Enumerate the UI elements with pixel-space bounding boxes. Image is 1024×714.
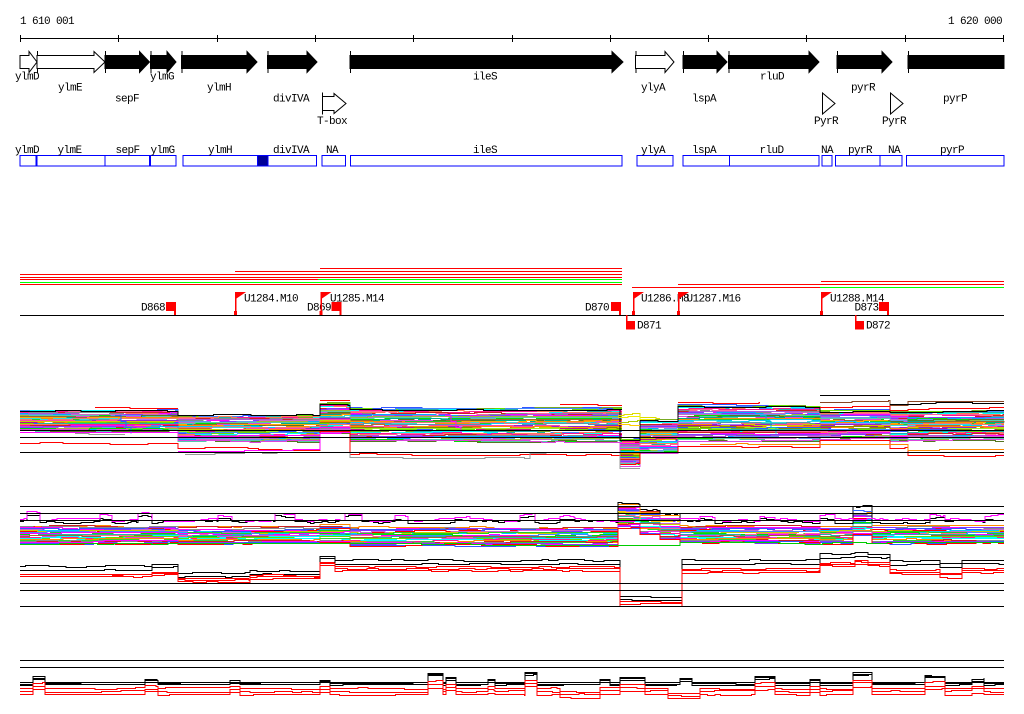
- svg-text:ylmG: ylmG: [151, 145, 175, 157]
- svg-text:lspA: lspA: [692, 94, 717, 106]
- svg-text:divIVA: divIVA: [273, 94, 310, 106]
- svg-text:D872: D872: [866, 321, 890, 333]
- svg-text:NA: NA: [888, 145, 901, 157]
- svg-text:ylmH: ylmH: [207, 83, 231, 95]
- svg-text:pyrR: pyrR: [848, 145, 873, 157]
- svg-text:U1285.M14: U1285.M14: [330, 294, 385, 306]
- svg-text:ylmG: ylmG: [150, 72, 174, 84]
- svg-text:ylyA: ylyA: [641, 83, 666, 95]
- svg-text:rluD: rluD: [760, 145, 785, 157]
- svg-text:ylmE: ylmE: [58, 83, 83, 95]
- svg-text:T-box: T-box: [317, 116, 348, 128]
- svg-text:divIVA: divIVA: [273, 145, 310, 157]
- svg-text:PyrR: PyrR: [882, 116, 907, 128]
- svg-text:ylmD: ylmD: [15, 72, 40, 84]
- svg-text:lspA: lspA: [692, 145, 717, 157]
- svg-text:pyrP: pyrP: [943, 94, 968, 106]
- svg-text:D870: D870: [585, 303, 609, 315]
- svg-text:U1287.M16: U1287.M16: [687, 294, 741, 306]
- svg-text:ylyA: ylyA: [641, 145, 666, 157]
- svg-text:NA: NA: [821, 145, 834, 157]
- svg-text:rluD: rluD: [760, 72, 785, 84]
- svg-text:D868: D868: [141, 303, 165, 315]
- svg-text:D871: D871: [637, 321, 662, 333]
- svg-text:D873: D873: [855, 303, 879, 315]
- svg-text:NA: NA: [326, 145, 339, 157]
- svg-text:U1288.M14: U1288.M14: [830, 294, 885, 306]
- svg-text:U1286.M8: U1286.M8: [641, 294, 689, 306]
- svg-text:ileS: ileS: [473, 72, 498, 84]
- svg-text:ylmH: ylmH: [208, 145, 232, 157]
- svg-text:ileS: ileS: [473, 145, 498, 157]
- svg-text:sepF: sepF: [116, 145, 140, 157]
- svg-text:1 610 001: 1 610 001: [20, 16, 75, 28]
- svg-text:ylmE: ylmE: [58, 145, 83, 157]
- svg-text:pyrP: pyrP: [940, 145, 965, 157]
- svg-text:pyrR: pyrR: [851, 83, 876, 95]
- svg-text:PyrR: PyrR: [814, 116, 839, 128]
- svg-text:ylmD: ylmD: [15, 145, 40, 157]
- svg-text:U1284.M10: U1284.M10: [244, 294, 298, 306]
- svg-text:D869: D869: [307, 303, 331, 315]
- svg-text:1 620 000: 1 620 000: [948, 16, 1002, 28]
- svg-text:sepF: sepF: [115, 94, 139, 106]
